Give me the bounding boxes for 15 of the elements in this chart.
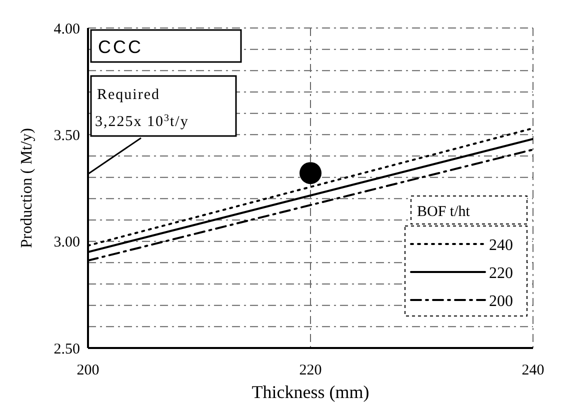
x-tick-label: 220 xyxy=(299,362,322,379)
y-tick-label: 3.50 xyxy=(54,128,80,144)
y-tick-label: 2.50 xyxy=(54,341,80,358)
y-axis-title: Production ( Mt/y) xyxy=(18,128,36,248)
x-tick-label: 200 xyxy=(76,362,100,379)
legend-label: 220 xyxy=(489,265,513,282)
annotation: Required 3,225x 10$^{3}$t/y xyxy=(95,87,189,130)
legend-label: 200 xyxy=(489,293,513,310)
annotation: CCC xyxy=(98,37,143,57)
y-tick-label: 3.00 xyxy=(54,234,80,251)
x-tick-label: 240 xyxy=(522,362,544,379)
legend-title: BOF t/ht xyxy=(417,204,471,220)
legend-label: 240 xyxy=(489,237,513,254)
x-axis-title: Thickness (mm) xyxy=(252,382,370,402)
y-tick-label: 4.00 xyxy=(54,21,80,38)
